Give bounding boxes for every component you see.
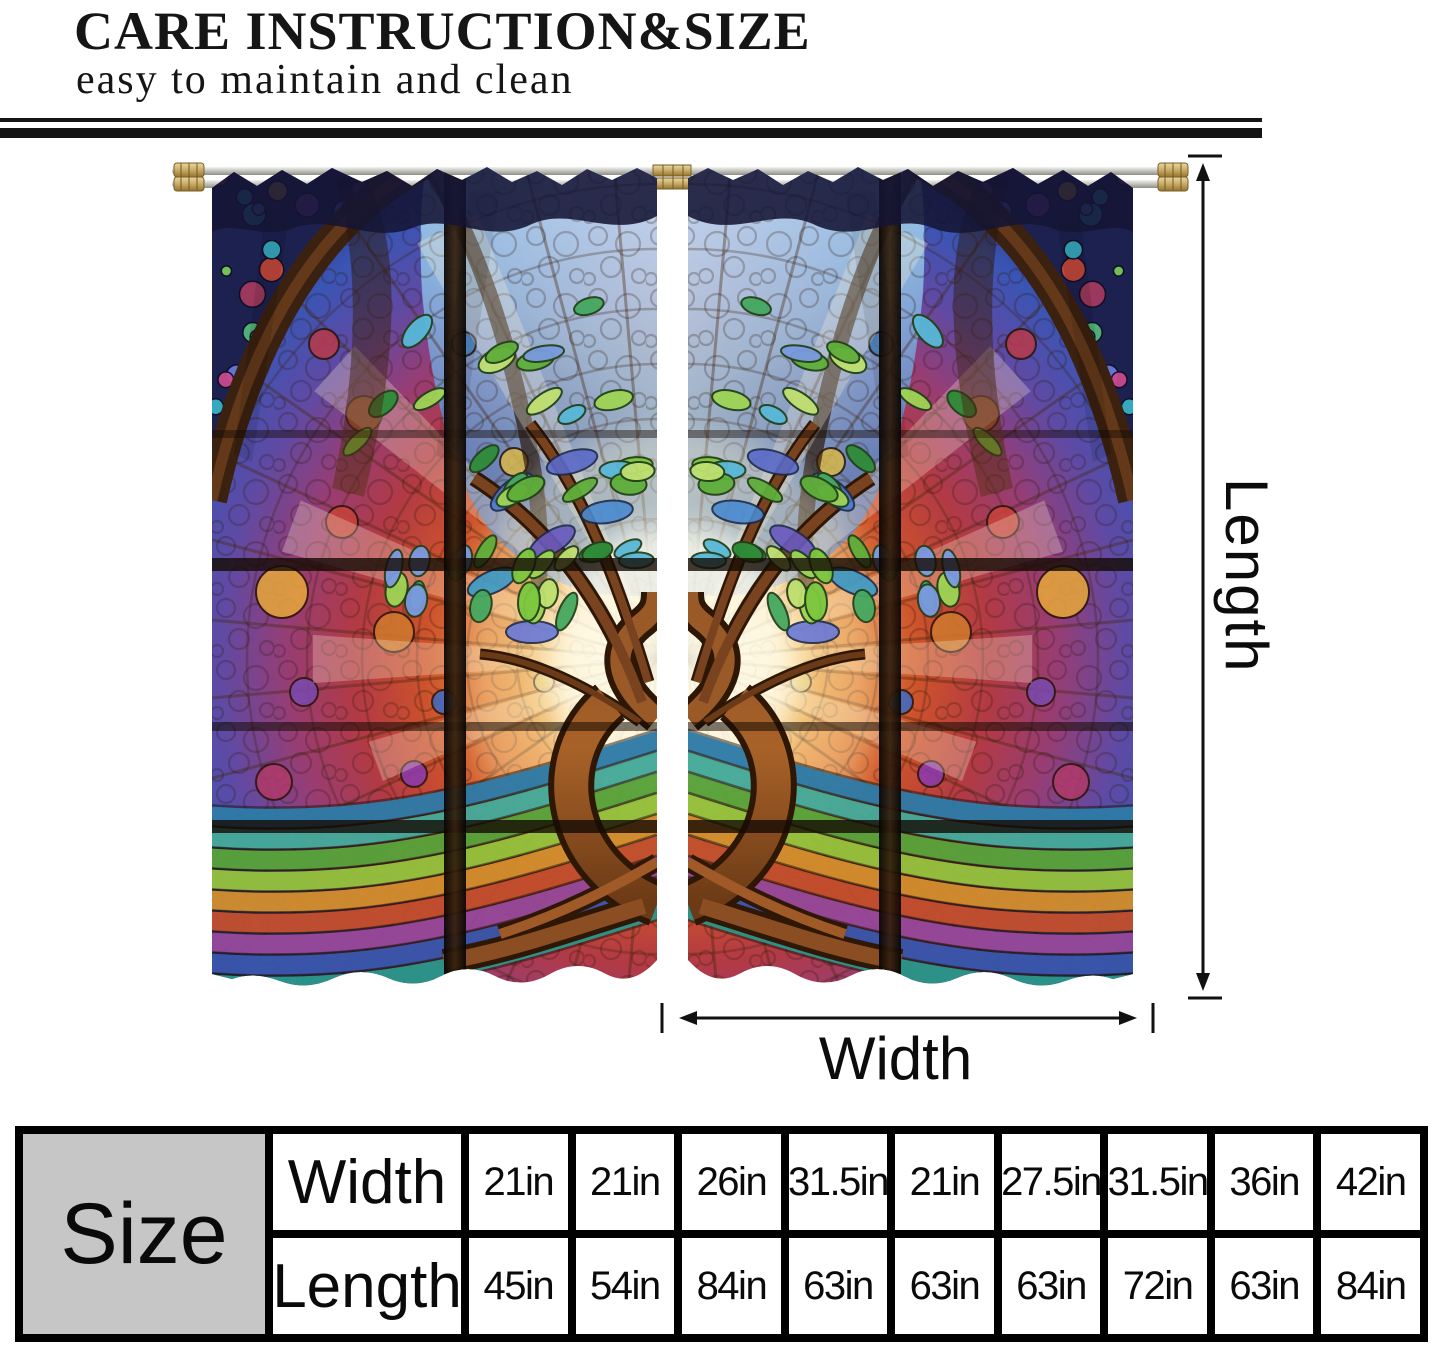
- width-arrow: [660, 1003, 1155, 1033]
- width-value: 42in: [1317, 1130, 1424, 1234]
- width-value: 21in: [891, 1130, 998, 1234]
- length-value: 63in: [891, 1234, 998, 1338]
- length-value: 84in: [678, 1234, 785, 1338]
- length-row-label: Length: [269, 1234, 465, 1338]
- length-value: 63in: [1210, 1234, 1318, 1338]
- divider-line-thick: [0, 128, 1262, 138]
- rod-center-bracket: [652, 164, 692, 190]
- width-value: 31.5in: [1104, 1130, 1211, 1234]
- width-value: 27.5in: [997, 1130, 1105, 1234]
- size-table: Size Width 21in 21in 26in 31.5in 21in 27…: [15, 1126, 1428, 1342]
- length-value: 63in: [997, 1234, 1105, 1338]
- left-finial: [173, 162, 205, 192]
- size-table-corner: Size: [19, 1130, 269, 1338]
- length-value: 72in: [1104, 1234, 1211, 1338]
- page-title: CARE INSTRUCTION&SIZE: [74, 1, 811, 61]
- width-value: 26in: [678, 1130, 785, 1234]
- width-value: 21in: [465, 1130, 572, 1234]
- width-value: 36in: [1210, 1130, 1318, 1234]
- width-value: 31.5in: [784, 1130, 892, 1234]
- length-dimension-label: Length: [1213, 478, 1280, 674]
- page-subtitle: easy to maintain and clean: [76, 57, 574, 103]
- divider-line-thin: [0, 118, 1262, 122]
- width-value: 21in: [571, 1130, 679, 1234]
- length-arrow: [1188, 154, 1222, 1000]
- width-row-label: Width: [269, 1130, 465, 1234]
- right-finial: [1157, 162, 1189, 192]
- length-value: 63in: [784, 1234, 892, 1338]
- length-value: 84in: [1317, 1234, 1424, 1338]
- length-value: 54in: [571, 1234, 679, 1338]
- width-dimension-label: Width: [818, 1025, 973, 1092]
- length-value: 45in: [465, 1234, 572, 1338]
